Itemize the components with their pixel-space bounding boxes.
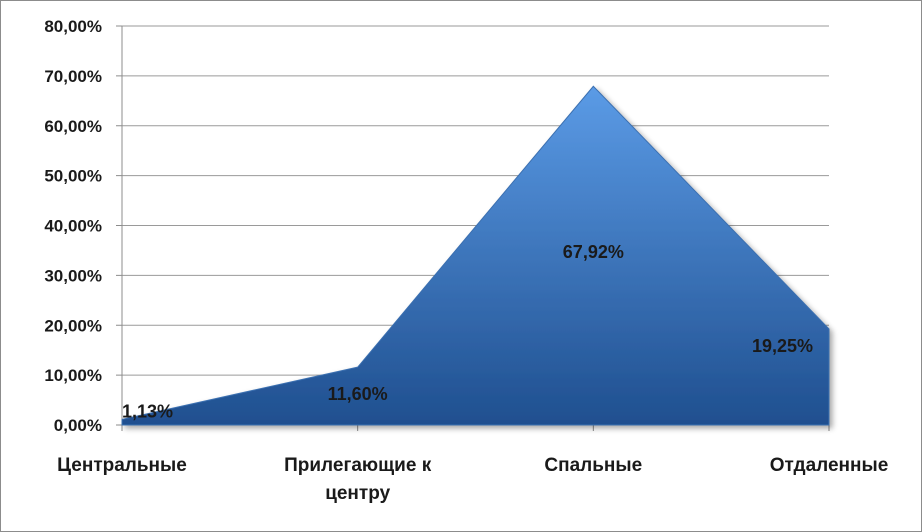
y-tick-label: 50,00% <box>44 167 102 186</box>
x-category-label: Центральные <box>57 455 187 476</box>
x-category-label: Спальные <box>544 455 642 476</box>
data-label: 67,92% <box>563 242 624 262</box>
y-tick-label: 20,00% <box>44 316 102 335</box>
y-tick-label: 40,00% <box>44 217 102 236</box>
x-category-label: центру <box>325 483 390 504</box>
y-tick-label: 10,00% <box>44 366 102 385</box>
y-tick-label: 70,00% <box>44 67 102 86</box>
y-tick-label: 30,00% <box>44 266 102 285</box>
y-tick-label: 0,00% <box>54 416 102 435</box>
x-category-label: Отдаленные <box>770 455 889 476</box>
y-tick-label: 60,00% <box>44 117 102 136</box>
data-label: 1,13% <box>122 401 173 421</box>
y-tick-label: 80,00% <box>44 17 102 36</box>
data-label: 11,60% <box>328 384 388 404</box>
area-series <box>121 85 830 426</box>
data-label: 19,25% <box>752 336 813 356</box>
x-category-label: Прилегающие к <box>284 455 432 476</box>
